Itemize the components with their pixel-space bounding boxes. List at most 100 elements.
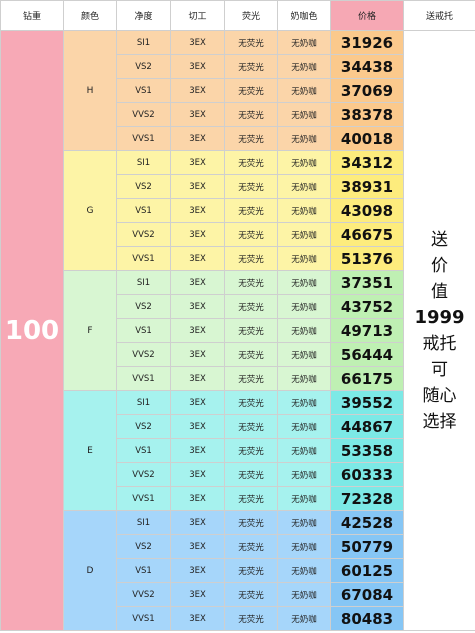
cut-cell: 3EX — [170, 462, 225, 487]
fluorescence-cell: 无荧光 — [224, 342, 278, 367]
milky-cell: 无奶咖 — [277, 534, 331, 559]
fluorescence-cell: 无荧光 — [224, 438, 278, 463]
milky-cell: 无奶咖 — [277, 54, 331, 79]
gift-offer-line: 戒托 — [422, 333, 457, 354]
table-row: F SI1 3EX 无荧光 无奶咖 37351 — [1, 270, 475, 391]
price-cell: 51376 — [330, 246, 404, 271]
fluorescence-cell: 无荧光 — [224, 270, 278, 295]
price-cell: 34312 — [330, 150, 404, 175]
cut-cell: 3EX — [170, 294, 225, 319]
milky-cell: 无奶咖 — [277, 246, 331, 271]
clarity-cell: VVS2 — [116, 462, 171, 487]
cut-cell: 3EX — [170, 582, 225, 607]
table-row: VS2 3EX 无荧光 无奶咖 44867 — [1, 414, 475, 439]
price-cell: 39552 — [330, 390, 404, 415]
milky-cell: 无奶咖 — [277, 198, 331, 223]
cut-cell: 3EX — [170, 438, 225, 463]
gift-offer-cell: 送价值 1999 戒托可随心 选择 — [403, 30, 475, 631]
price-cell: 72328 — [330, 486, 404, 511]
gift-offer-line: 价 — [431, 255, 448, 276]
header-weight: 钻重 — [0, 0, 64, 31]
header-gift: 送戒托 — [403, 0, 475, 31]
milky-cell: 无奶咖 — [277, 390, 331, 415]
table-row: VS1 3EX 无荧光 无奶咖 60125 — [1, 558, 475, 583]
price-cell: 46675 — [330, 222, 404, 247]
clarity-cell: VVS1 — [116, 606, 171, 631]
cut-cell: 3EX — [170, 78, 225, 103]
clarity-cell: VS2 — [116, 54, 171, 79]
clarity-cell: VS2 — [116, 534, 171, 559]
clarity-cell: VS2 — [116, 294, 171, 319]
clarity-cell: VVS1 — [116, 246, 171, 271]
header-milky: 奶咖色 — [277, 0, 331, 31]
fluorescence-cell: 无荧光 — [224, 150, 278, 175]
milky-cell: 无奶咖 — [277, 294, 331, 319]
milky-cell: 无奶咖 — [277, 582, 331, 607]
clarity-cell: VS2 — [116, 414, 171, 439]
cut-cell: 3EX — [170, 246, 225, 271]
price-cell: 31926 — [330, 30, 404, 55]
price-cell: 67084 — [330, 582, 404, 607]
carat-weight-cell: 100 — [0, 30, 64, 631]
fluorescence-cell: 无荧光 — [224, 294, 278, 319]
fluorescence-cell: 无荧光 — [224, 534, 278, 559]
price-cell: 66175 — [330, 366, 404, 391]
milky-cell: 无奶咖 — [277, 270, 331, 295]
clarity-cell: SI1 — [116, 270, 171, 295]
table-row: 100 H SI1 3EX 无荧光 无奶咖 31926 送价值 1999 戒托可随心 选择 — [0, 30, 475, 631]
clarity-cell: VVS2 — [116, 222, 171, 247]
cut-cell: 3EX — [170, 54, 225, 79]
table-row: D SI1 3EX 无荧光 无奶咖 42528 — [1, 510, 475, 631]
gift-offer-line: 1999 — [414, 306, 465, 328]
color-grade-cell: G — [63, 150, 117, 271]
header-price: 价格 — [330, 0, 404, 31]
cut-cell: 3EX — [170, 198, 225, 223]
price-cell: 43098 — [330, 198, 404, 223]
color-grade-cell: H — [63, 30, 117, 151]
gift-offer-line: 随心 — [422, 385, 457, 406]
fluorescence-cell: 无荧光 — [224, 462, 278, 487]
cut-cell: 3EX — [170, 102, 225, 127]
fluorescence-cell: 无荧光 — [224, 102, 278, 127]
clarity-cell: VS1 — [116, 438, 171, 463]
cut-cell: 3EX — [170, 318, 225, 343]
cut-cell: 3EX — [170, 342, 225, 367]
table-row: VVS2 3EX 无荧光 无奶咖 38378 — [1, 102, 475, 127]
fluorescence-cell: 无荧光 — [224, 414, 278, 439]
milky-cell: 无奶咖 — [277, 174, 331, 199]
gift-offer-line: 送 — [431, 229, 448, 250]
price-cell: 42528 — [330, 510, 404, 535]
price-cell: 34438 — [330, 54, 404, 79]
price-cell: 38378 — [330, 102, 404, 127]
gift-offer-line: 值 — [431, 281, 448, 302]
cut-cell: 3EX — [170, 270, 225, 295]
table-row: VVS1 3EX 无荧光 无奶咖 72328 — [1, 486, 475, 511]
clarity-cell: VS1 — [116, 558, 171, 583]
table-row: VVS1 3EX 无荧光 无奶咖 51376 — [1, 246, 475, 271]
clarity-cell: VS1 — [116, 198, 171, 223]
table-row: VVS1 3EX 无荧光 无奶咖 66175 — [1, 366, 475, 391]
fluorescence-cell: 无荧光 — [224, 486, 278, 511]
clarity-cell: VVS1 — [116, 366, 171, 391]
clarity-cell: SI1 — [116, 30, 171, 55]
fluorescence-cell: 无荧光 — [224, 30, 278, 55]
cut-cell: 3EX — [170, 366, 225, 391]
cut-cell: 3EX — [170, 150, 225, 175]
clarity-cell: VVS2 — [116, 582, 171, 607]
milky-cell: 无奶咖 — [277, 366, 331, 391]
price-cell: 38931 — [330, 174, 404, 199]
clarity-cell: SI1 — [116, 510, 171, 535]
clarity-cell: VVS1 — [116, 486, 171, 511]
cut-cell: 3EX — [170, 390, 225, 415]
table-row: VS2 3EX 无荧光 无奶咖 50779 — [1, 534, 475, 559]
price-cell: 43752 — [330, 294, 404, 319]
header-row: 钻重 颜色 净度 切工 荧光 奶咖色 价格 送戒托 — [0, 0, 475, 31]
cut-cell: 3EX — [170, 222, 225, 247]
milky-cell: 无奶咖 — [277, 606, 331, 631]
milky-cell: 无奶咖 — [277, 558, 331, 583]
milky-cell: 无奶咖 — [277, 78, 331, 103]
milky-cell: 无奶咖 — [277, 462, 331, 487]
table-row: VS1 3EX 无荧光 无奶咖 53358 — [1, 438, 475, 463]
